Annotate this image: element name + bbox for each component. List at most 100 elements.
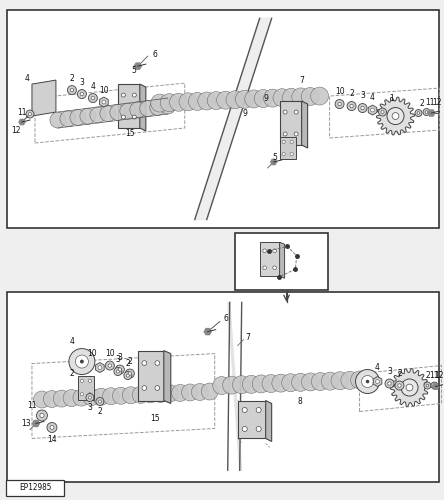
Circle shape bbox=[110, 104, 126, 120]
Circle shape bbox=[401, 379, 418, 396]
Circle shape bbox=[83, 388, 100, 406]
Circle shape bbox=[88, 94, 97, 102]
Circle shape bbox=[150, 100, 166, 116]
Polygon shape bbox=[138, 350, 164, 401]
Circle shape bbox=[115, 365, 124, 374]
Text: 10: 10 bbox=[87, 349, 97, 358]
Polygon shape bbox=[280, 242, 285, 278]
Text: 7: 7 bbox=[245, 333, 250, 342]
Circle shape bbox=[256, 426, 261, 432]
Polygon shape bbox=[19, 120, 25, 124]
Circle shape bbox=[361, 106, 364, 110]
Polygon shape bbox=[140, 84, 146, 131]
Circle shape bbox=[311, 372, 329, 390]
Circle shape bbox=[155, 386, 160, 390]
Circle shape bbox=[338, 102, 341, 106]
Circle shape bbox=[33, 391, 51, 408]
Circle shape bbox=[361, 370, 379, 388]
Polygon shape bbox=[78, 376, 94, 400]
Text: 12: 12 bbox=[433, 98, 442, 106]
Circle shape bbox=[151, 94, 169, 112]
Circle shape bbox=[282, 88, 301, 106]
Text: 3: 3 bbox=[387, 367, 392, 376]
Circle shape bbox=[121, 115, 125, 119]
Text: 12: 12 bbox=[11, 126, 21, 134]
Text: 5: 5 bbox=[272, 154, 277, 162]
Circle shape bbox=[371, 108, 374, 112]
Circle shape bbox=[213, 376, 231, 394]
Circle shape bbox=[132, 386, 149, 404]
Text: 2: 2 bbox=[70, 369, 74, 378]
Circle shape bbox=[127, 374, 129, 377]
Circle shape bbox=[93, 388, 110, 405]
Circle shape bbox=[142, 386, 159, 403]
Circle shape bbox=[282, 152, 285, 156]
Circle shape bbox=[63, 390, 80, 406]
Circle shape bbox=[341, 372, 359, 390]
Circle shape bbox=[105, 361, 115, 370]
Text: 11: 11 bbox=[27, 401, 37, 410]
Circle shape bbox=[335, 100, 344, 108]
Circle shape bbox=[140, 100, 156, 116]
Circle shape bbox=[217, 91, 234, 109]
Polygon shape bbox=[271, 160, 277, 164]
Text: 9: 9 bbox=[263, 94, 268, 102]
Circle shape bbox=[292, 88, 310, 106]
Circle shape bbox=[351, 371, 369, 389]
Polygon shape bbox=[368, 105, 377, 115]
Circle shape bbox=[321, 372, 339, 390]
Text: 2: 2 bbox=[397, 369, 402, 378]
Circle shape bbox=[256, 408, 261, 412]
Circle shape bbox=[142, 386, 147, 390]
Circle shape bbox=[431, 382, 438, 389]
Circle shape bbox=[262, 374, 280, 392]
Circle shape bbox=[381, 110, 384, 114]
Circle shape bbox=[347, 102, 356, 110]
Circle shape bbox=[424, 382, 431, 389]
Circle shape bbox=[160, 98, 176, 114]
Polygon shape bbox=[428, 110, 435, 116]
Polygon shape bbox=[195, 18, 272, 220]
Circle shape bbox=[96, 398, 104, 406]
Polygon shape bbox=[432, 384, 439, 390]
Circle shape bbox=[80, 379, 83, 382]
Polygon shape bbox=[135, 63, 141, 69]
Circle shape bbox=[44, 390, 60, 407]
Text: 3: 3 bbox=[117, 353, 122, 362]
Circle shape bbox=[112, 388, 129, 404]
Circle shape bbox=[283, 132, 287, 136]
Circle shape bbox=[121, 93, 125, 97]
Polygon shape bbox=[32, 420, 40, 426]
Circle shape bbox=[242, 408, 247, 412]
Circle shape bbox=[264, 89, 281, 107]
Text: 11: 11 bbox=[430, 371, 439, 380]
Circle shape bbox=[91, 96, 95, 100]
Circle shape bbox=[290, 152, 293, 156]
Circle shape bbox=[226, 91, 244, 109]
Circle shape bbox=[40, 414, 44, 418]
Text: 8: 8 bbox=[297, 397, 302, 406]
Circle shape bbox=[272, 374, 290, 392]
Circle shape bbox=[423, 108, 430, 116]
Text: 12: 12 bbox=[435, 371, 444, 380]
Circle shape bbox=[75, 355, 88, 368]
Circle shape bbox=[162, 385, 179, 402]
Polygon shape bbox=[118, 84, 140, 128]
Circle shape bbox=[53, 390, 70, 407]
Circle shape bbox=[80, 392, 83, 396]
Circle shape bbox=[387, 108, 404, 124]
Circle shape bbox=[98, 366, 102, 370]
Circle shape bbox=[294, 110, 298, 114]
Text: 3: 3 bbox=[360, 90, 365, 100]
Circle shape bbox=[69, 348, 95, 374]
Polygon shape bbox=[238, 400, 266, 438]
Circle shape bbox=[417, 112, 420, 114]
Circle shape bbox=[301, 373, 319, 391]
Circle shape bbox=[73, 389, 90, 406]
Text: 4: 4 bbox=[24, 74, 29, 82]
Circle shape bbox=[426, 384, 429, 387]
Polygon shape bbox=[377, 97, 415, 135]
Circle shape bbox=[263, 266, 266, 270]
Circle shape bbox=[50, 426, 54, 430]
Bar bbox=[7, 10, 439, 228]
